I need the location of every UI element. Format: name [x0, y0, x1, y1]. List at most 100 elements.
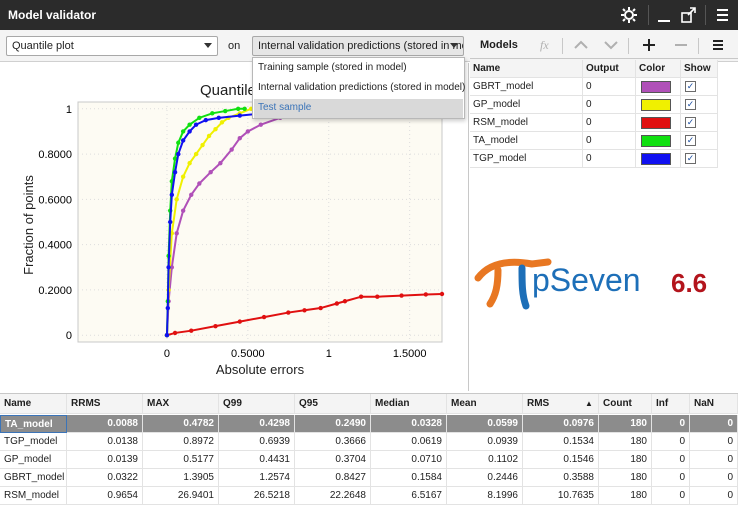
data-point: [439, 291, 445, 297]
title-bar: Model validator: [0, 0, 738, 30]
data-point: [187, 129, 192, 134]
model-row[interactable]: RSM_model 0 ✓: [470, 114, 718, 132]
column-header-show[interactable]: Show: [681, 60, 718, 78]
toolbar-divider: [698, 38, 699, 54]
stats-row[interactable]: TA_model 0.0088 0.4782 0.4298 0.2490 0.0328 0.…: [0, 415, 738, 433]
stats-row[interactable]: GBRT_model 0.0322 1.3905 1.2574 0.8427 0.1584…: [0, 469, 738, 487]
model-row[interactable]: GBRT_model 0 ✓: [470, 78, 718, 96]
stats-row[interactable]: GP_model 0.0139 0.5177 0.4431 0.3704 0.0710 0.…: [0, 451, 738, 469]
dropdown-option-internal-validation[interactable]: Internal validation predictions (stored …: [258, 82, 466, 93]
data-point: [187, 122, 192, 127]
column-header-color[interactable]: Color: [636, 60, 681, 78]
show-checkbox[interactable]: ✓: [685, 81, 696, 92]
stats-column-header-inf[interactable]: Inf: [652, 394, 690, 414]
model-output: 0: [583, 150, 636, 168]
quantile-chart[interactable]: Quantile plot for inte Absolute errors F…: [0, 63, 469, 391]
stats-row[interactable]: TGP_model 0.0138 0.8972 0.6939 0.3666 0.0619 0…: [0, 433, 738, 451]
stats-cell-name: GBRT_model: [0, 469, 67, 487]
data-point: [165, 305, 170, 311]
menu-icon[interactable]: [712, 5, 734, 25]
statistics-table: Name RRMS MAX Q99 Q95 Median Mean RMS ▲ Count Inf N…: [0, 393, 738, 528]
data-point: [208, 169, 213, 175]
data-point: [258, 122, 264, 127]
show-checkbox[interactable]: ✓: [685, 135, 696, 146]
series-line: [165, 107, 329, 336]
data-point: [423, 292, 429, 297]
show-checkbox[interactable]: ✓: [685, 153, 696, 164]
data-point: [318, 305, 323, 311]
stats-cell-value: 8.1996: [447, 487, 523, 505]
stats-cell-value: 0.1546: [523, 451, 599, 469]
stats-column-header-count[interactable]: Count: [599, 394, 652, 414]
show-checkbox[interactable]: ✓: [685, 117, 696, 128]
stats-row[interactable]: RSM_model 0.9654 26.9401 26.5218 22.2648 6.51…: [0, 487, 738, 505]
stats-cell-value: 0.3588: [523, 469, 599, 487]
stats-column-header-mean[interactable]: Mean: [447, 394, 523, 414]
data-point: [189, 328, 194, 333]
stats-column-header-nan[interactable]: NaN: [690, 394, 738, 414]
add-icon[interactable]: [641, 37, 657, 56]
model-color-cell[interactable]: [636, 78, 681, 96]
stats-header-row: Name RRMS MAX Q99 Q95 Median Mean RMS ▲ Count Inf N…: [0, 394, 738, 414]
stats-column-header-max[interactable]: MAX: [143, 394, 219, 414]
model-color-cell[interactable]: [636, 150, 681, 168]
model-name: GP_model: [470, 96, 583, 114]
dropdown-option-test-sample[interactable]: Test sample: [254, 99, 463, 118]
stats-cell-value: 0.4782: [143, 415, 219, 433]
model-show-cell: ✓: [681, 78, 718, 96]
column-header-output[interactable]: Output: [583, 60, 636, 78]
x-tick-label: 1: [326, 348, 332, 360]
data-point: [399, 293, 404, 298]
stats-column-header-median[interactable]: Median: [371, 394, 447, 414]
fx-icon[interactable]: fx: [540, 38, 549, 52]
window-title: Model validator: [8, 8, 97, 22]
model-color-cell[interactable]: [636, 114, 681, 132]
stats-cell-value: 0: [652, 487, 690, 505]
stats-cell-value: 6.5167: [371, 487, 447, 505]
show-checkbox[interactable]: ✓: [685, 99, 696, 110]
series-line: [166, 293, 443, 337]
color-swatch[interactable]: [641, 135, 671, 147]
axis-ticks: 0 0.5000 1 1.5000 0 0.2000 0.4000 0.6000 0.8000 1: [38, 104, 426, 360]
move-up-icon[interactable]: [573, 37, 589, 56]
color-swatch[interactable]: [641, 99, 671, 111]
data-point: [358, 294, 364, 299]
stats-cell-value: 0.8972: [143, 433, 219, 451]
chart-series: [164, 106, 445, 338]
data-point: [206, 133, 212, 139]
model-row[interactable]: TGP_model 0 ✓: [470, 150, 718, 168]
color-swatch[interactable]: [641, 117, 671, 129]
undock-icon[interactable]: [678, 5, 700, 25]
model-row[interactable]: TA_model 0 ✓: [470, 132, 718, 150]
stats-cell-value: 0.9654: [67, 487, 143, 505]
settings-gear-icon[interactable]: [618, 5, 640, 25]
stats-column-header-q99[interactable]: Q99: [219, 394, 295, 414]
titlebar-divider: [705, 5, 706, 25]
data-point: [172, 169, 178, 175]
stats-cell-value: 0.0088: [67, 415, 143, 433]
stats-column-header-rms[interactable]: RMS: [523, 394, 599, 414]
sample-dropdown-list: Training sample (stored in model) Intern…: [252, 57, 465, 119]
data-point: [242, 106, 247, 111]
model-color-cell[interactable]: [636, 96, 681, 114]
titlebar-divider: [648, 5, 649, 25]
stats-column-header-name[interactable]: Name: [0, 394, 67, 414]
data-point: [172, 156, 178, 161]
model-row[interactable]: GP_model 0 ✓: [470, 96, 718, 114]
color-swatch[interactable]: [641, 153, 671, 165]
dropdown-option-training[interactable]: Training sample (stored in model): [258, 62, 407, 73]
data-point: [172, 330, 178, 336]
column-header-name[interactable]: Name: [470, 60, 583, 78]
plot-type-select[interactable]: Quantile plot: [6, 36, 218, 56]
stats-column-header-q95[interactable]: Q95: [295, 394, 371, 414]
sample-select[interactable]: Internal validation predictions (stored …: [252, 36, 464, 56]
data-point: [375, 294, 380, 299]
stats-cell-value: 26.9401: [143, 487, 219, 505]
remove-icon[interactable]: [673, 37, 689, 56]
model-color-cell[interactable]: [636, 132, 681, 150]
color-swatch[interactable]: [641, 81, 671, 93]
move-down-icon[interactable]: [603, 37, 619, 56]
stats-column-header-rrms[interactable]: RRMS: [67, 394, 143, 414]
minimize-icon[interactable]: [654, 5, 676, 25]
menu-icon[interactable]: [710, 37, 726, 56]
